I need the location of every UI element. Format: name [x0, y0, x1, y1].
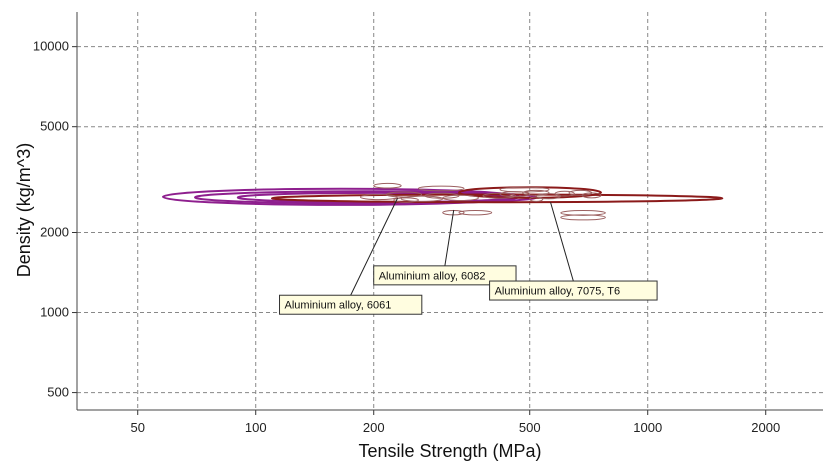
callout-box: [373, 265, 517, 286]
x-tick-label: 100: [245, 420, 267, 435]
y-tick-label: 5000: [40, 119, 69, 134]
range-ellipse: [417, 185, 465, 192]
range-ellipse: [270, 193, 724, 204]
callout-leader-line: [350, 198, 398, 296]
x-tick-label: 500: [519, 420, 541, 435]
callout-leader-line: [550, 202, 574, 282]
y-tick-label: 500: [47, 385, 69, 400]
y-axis-label: Density (kg/m^3): [14, 143, 34, 277]
y-tick-label: 1000: [40, 305, 69, 320]
x-axis-label: Tensile Strength (MPa): [358, 441, 541, 461]
callout: Aluminium alloy, 7075, T6: [489, 202, 658, 301]
callout: Aluminium alloy, 6082: [373, 209, 517, 286]
callout-label: Aluminium alloy, 6061: [285, 300, 392, 312]
x-tick-label: 1000: [633, 420, 662, 435]
x-tick-label: 200: [363, 420, 385, 435]
range-ellipse: [529, 196, 544, 202]
data-ranges: [161, 182, 724, 221]
range-ellipse: [373, 182, 402, 189]
x-tick-label: 50: [130, 420, 144, 435]
range-ellipse: [442, 194, 479, 201]
x-tick-label: 2000: [751, 420, 780, 435]
callout-label: Aluminium alloy, 7075, T6: [495, 286, 621, 298]
y-tick-label: 10000: [33, 39, 69, 54]
range-ellipse: [522, 189, 550, 196]
callout-box: [489, 280, 658, 301]
range-ellipse: [393, 197, 419, 203]
range-ellipse: [581, 192, 602, 199]
range-ellipse: [482, 192, 517, 199]
range-ellipse: [499, 186, 550, 193]
range-ellipse: [554, 190, 575, 197]
range-ellipse: [458, 209, 493, 216]
callout: Aluminium alloy, 6061: [279, 198, 423, 315]
callouts: Aluminium alloy, 6061 Aluminium alloy, 60…: [279, 198, 658, 315]
callout-leader-line: [444, 209, 455, 266]
axes: 50 100 200 500 1000 2000 500 1000 2000 5000 10000: [33, 12, 823, 435]
y-tick-label: 2000: [40, 225, 69, 240]
callout-label: Aluminium alloy, 6082: [379, 270, 486, 282]
callout-box: [279, 294, 423, 315]
range-ellipse: [560, 209, 606, 216]
